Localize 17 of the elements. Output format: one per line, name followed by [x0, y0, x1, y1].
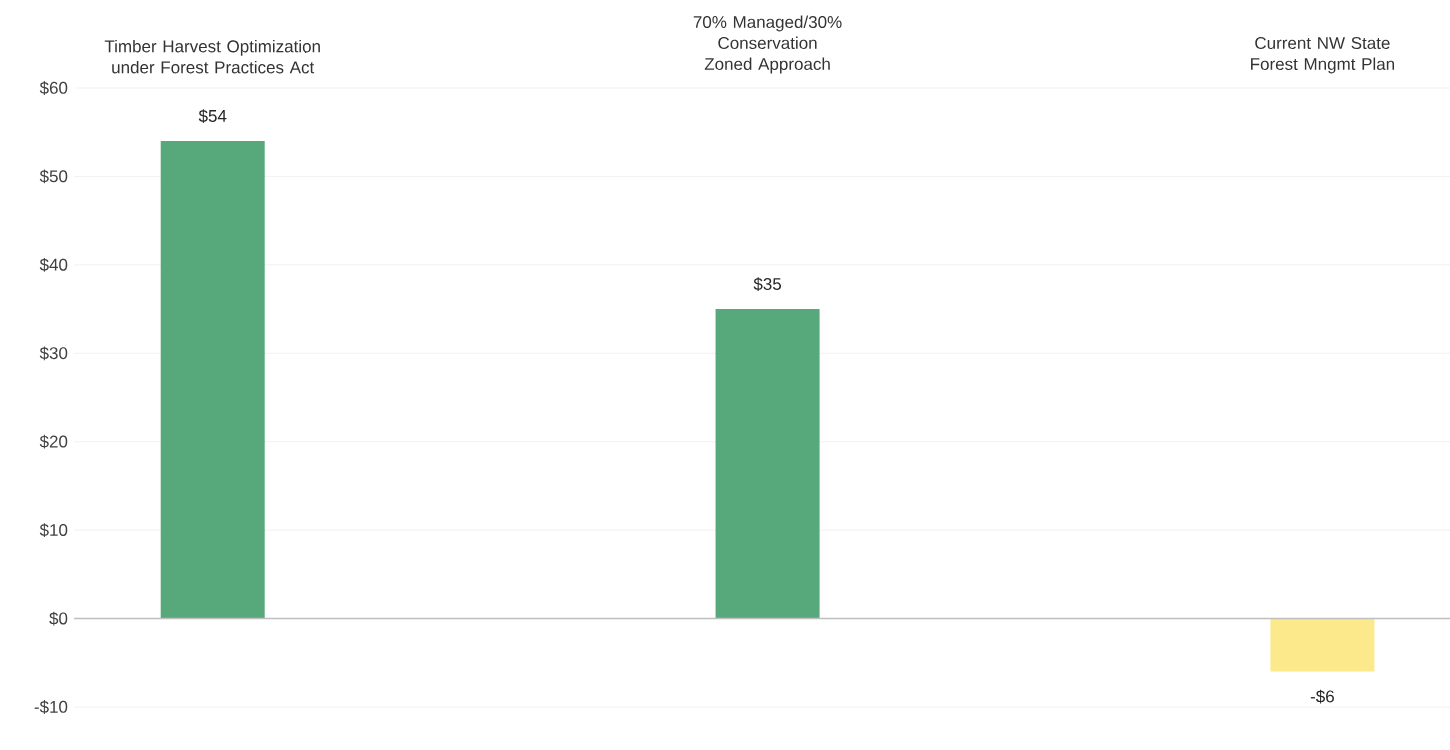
y-tick-label: $50	[39, 169, 68, 184]
bar	[160, 141, 265, 619]
y-tick-label: $0	[49, 611, 68, 626]
y-tick-label: $20	[39, 434, 68, 449]
bar	[1270, 618, 1375, 672]
data-label: $54	[198, 109, 227, 123]
y-tick-label: -$10	[34, 700, 68, 714]
x-tick-label: Current NW State Forest Mngmt Plan	[1251, 37, 1395, 74]
y-tick-label: $10	[39, 523, 68, 538]
y-tick-label: $40	[39, 257, 68, 272]
bar	[715, 309, 820, 619]
y-tick-label: $30	[39, 346, 68, 361]
data-label: -$6	[1310, 689, 1334, 704]
x-tick-label: 70% Managed/30% Conservation Zoned Approach	[693, 15, 842, 74]
data-label: $35	[753, 277, 782, 292]
x-tick-label: Timber Harvest Optimization under Forest Practices Act	[104, 39, 320, 74]
y-tick-label: $60	[39, 81, 68, 95]
